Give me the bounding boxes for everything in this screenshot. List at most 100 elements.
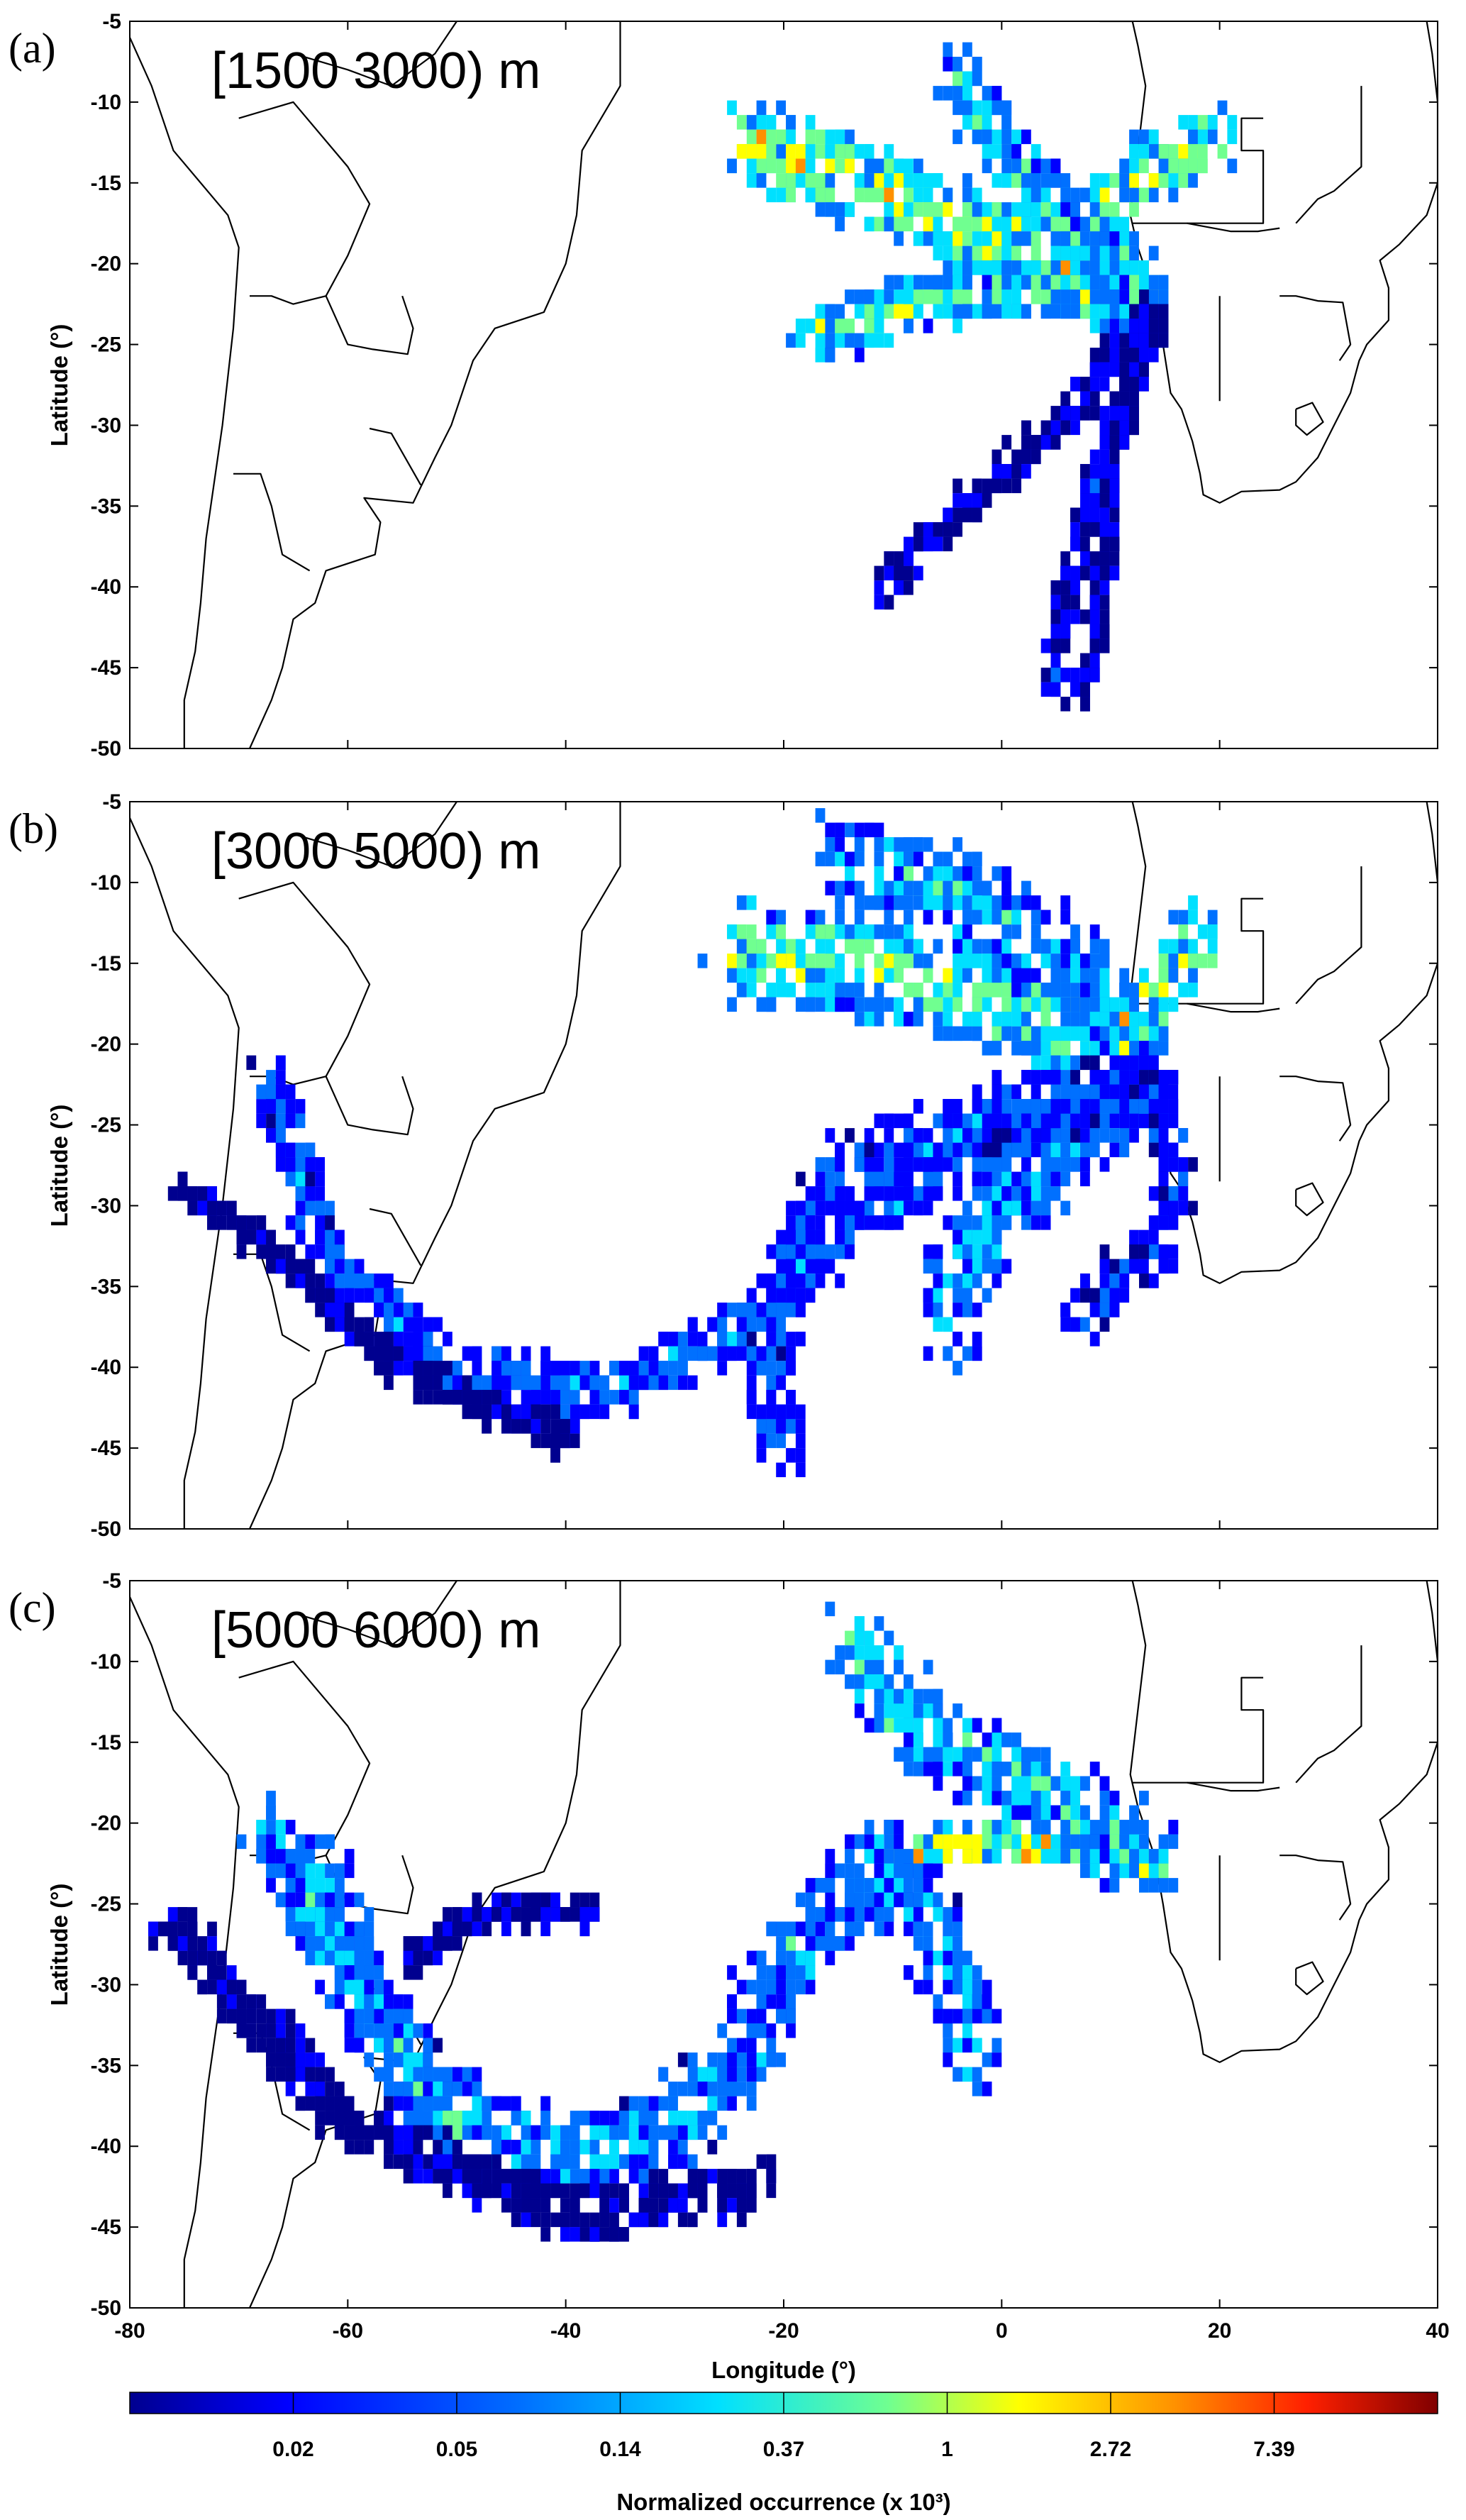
density-cell (874, 1171, 884, 1187)
density-cell (668, 2082, 678, 2096)
density-cell (1080, 1026, 1090, 1041)
density-cell (933, 216, 943, 232)
density-cell (1158, 1215, 1169, 1230)
coastline-segment (1132, 222, 1280, 233)
density-cell (1080, 1041, 1090, 1056)
density-cell (815, 129, 826, 145)
density-cell (815, 1936, 826, 1951)
density-cell (1011, 173, 1021, 188)
density-cell (874, 851, 884, 867)
density-cell (579, 2111, 590, 2126)
density-cell (648, 1375, 659, 1391)
density-cell (1099, 595, 1110, 610)
density-cell (1188, 895, 1198, 910)
density-cell (786, 129, 796, 145)
density-cell (492, 1404, 501, 1420)
density-cell (315, 1303, 325, 1317)
density-cell (1129, 406, 1139, 421)
density-cell (1060, 1026, 1071, 1041)
density-cell (815, 144, 826, 159)
density-cell (795, 1215, 806, 1230)
density-cell (756, 939, 767, 954)
density-cell (1040, 954, 1051, 968)
density-cell (1070, 968, 1080, 983)
density-cell (904, 580, 914, 595)
density-cell (913, 1200, 923, 1216)
density-cell (972, 100, 982, 116)
density-cell (1139, 1055, 1149, 1071)
density-cell (845, 997, 855, 1012)
density-cell (874, 983, 884, 998)
density-cell (825, 1863, 835, 1879)
density-cell (1119, 983, 1130, 998)
density-cell (285, 1171, 296, 1187)
density-cell (982, 231, 992, 246)
density-cell (943, 275, 953, 290)
density-cell (845, 1229, 855, 1245)
density-cell (884, 551, 894, 566)
density-cell (579, 1404, 590, 1420)
density-cell (884, 1157, 894, 1172)
density-cell (1021, 449, 1031, 465)
density-cell (1001, 435, 1012, 450)
y-tick-label: -15 (91, 952, 121, 976)
density-cell (854, 851, 865, 867)
density-cell (492, 2140, 501, 2155)
density-cell (727, 100, 737, 116)
density-cell (776, 924, 786, 939)
density-cell (295, 1157, 306, 1172)
density-cell (815, 1157, 826, 1172)
density-cell (687, 2154, 698, 2170)
density-cell (638, 2140, 649, 2155)
density-cell (825, 1244, 835, 1259)
density-cell (933, 1849, 943, 1864)
density-cell (1109, 997, 1120, 1012)
density-cell (1119, 391, 1130, 407)
density-cell (1040, 202, 1051, 217)
density-cell (413, 1303, 423, 1317)
density-cell (1158, 1244, 1169, 1259)
density-cell (1060, 187, 1071, 203)
density-cell (1109, 391, 1120, 407)
density-cell (786, 2023, 796, 2038)
density-cell (815, 348, 826, 363)
density-cell (1188, 173, 1198, 188)
density-cell (805, 1273, 816, 1288)
density-cell (1021, 304, 1031, 319)
density-cell (1050, 216, 1061, 232)
density-cell (943, 536, 953, 552)
y-tick-label: -50 (91, 1518, 121, 1541)
density-cell (599, 2125, 610, 2140)
density-cell (972, 1157, 982, 1172)
density-cell (1109, 333, 1120, 348)
density-cell (1158, 1026, 1169, 1041)
density-cell (795, 1200, 806, 1216)
density-cell (884, 595, 894, 610)
density-cell (992, 1041, 1002, 1056)
density-cell (972, 202, 982, 217)
density-cell (786, 2008, 796, 2024)
density-cell (1089, 595, 1100, 610)
density-cell (962, 1303, 972, 1317)
density-cell (443, 1332, 452, 1347)
density-cell (894, 565, 904, 581)
density-cell (776, 1462, 786, 1478)
density-cell (1148, 319, 1159, 333)
density-cell (1070, 954, 1080, 968)
density-cell (835, 333, 845, 348)
density-cell (266, 1070, 276, 1085)
density-cell (1001, 895, 1012, 910)
density-cell (1040, 173, 1051, 188)
density-cell (1040, 260, 1051, 275)
density-cell (992, 1259, 1002, 1274)
density-cell (1099, 522, 1110, 537)
density-cell (746, 1404, 757, 1420)
density-cell (864, 924, 874, 939)
density-cell (746, 1288, 757, 1303)
density-cell (1060, 1084, 1071, 1100)
density-cell (1129, 275, 1139, 290)
density-cell (982, 478, 992, 494)
density-cell (992, 1215, 1002, 1230)
density-cell (953, 1288, 962, 1303)
density-cell (1031, 895, 1041, 910)
